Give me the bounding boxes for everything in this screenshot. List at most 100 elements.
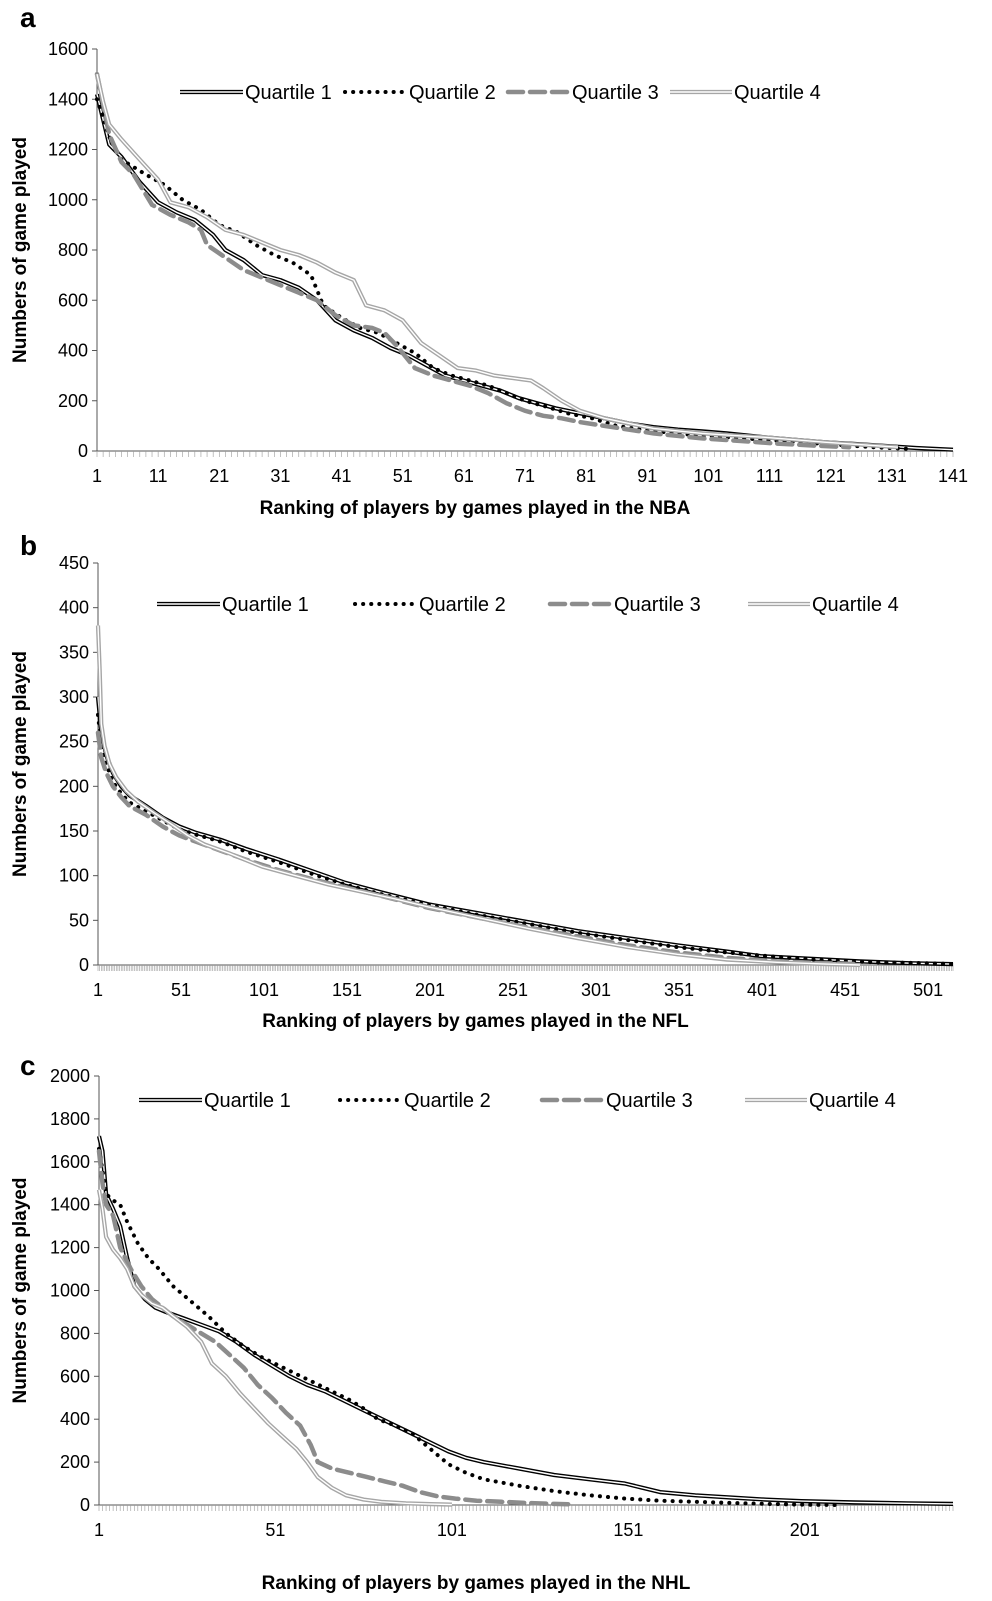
panel-a-legend-label-4: Quartile 4	[734, 82, 821, 104]
panel-c-x-tick-label: 151	[613, 1520, 643, 1540]
panel-b-x-axis-title: Ranking of players by games played in th…	[262, 1011, 689, 1032]
panel-a-x-tick-label: 71	[515, 466, 535, 486]
panel-a-y-tick-label: 800	[58, 240, 88, 260]
panel-c-y-tick-label: 1000	[50, 1281, 90, 1301]
panel-a-x-tick-label: 81	[576, 466, 596, 486]
panel-a-legend-label-1: Quartile 1	[245, 82, 332, 104]
panel-c-x-tick-label: 1	[94, 1520, 104, 1540]
panel-a-x-axis-title: Ranking of players by games played in th…	[260, 498, 691, 519]
panel-b-y-tick-label: 100	[59, 866, 89, 886]
panel-c-series-line-3	[96, 1148, 575, 1507]
panel-b-legend-item-1: Quartile 1	[157, 594, 309, 616]
panel-letter-a: a	[20, 2, 36, 33]
panel-b-x-tick-label: 51	[171, 980, 191, 1000]
panel-a-series-line-4-inner	[96, 73, 899, 448]
panel-c-series-quartile-4	[96, 1189, 452, 1507]
panel-b-series-quartile-4	[95, 625, 861, 968]
panel-b-y-tick-label: 250	[59, 732, 89, 752]
panel-c-y-axis-title: Numbers of game played	[10, 1178, 31, 1404]
panel-letter-c: c	[20, 1050, 36, 1081]
panel-c-series-line-4-outer	[96, 1189, 452, 1507]
panel-c-legend-label-3: Quartile 3	[606, 1090, 693, 1112]
panel-c-y-tick-label: 200	[60, 1452, 90, 1472]
panel-c-y-tick-label: 1200	[50, 1238, 90, 1258]
panel-c-legend-label-2: Quartile 2	[404, 1090, 491, 1112]
panel-a-series-quartile-2	[95, 97, 913, 451]
panel-b-series-quartile-2	[96, 712, 955, 967]
panel-c-series-line-2	[97, 1146, 839, 1507]
panel-b-y-tick-label: 350	[59, 642, 89, 662]
panel-c-x-tick-label: 101	[437, 1520, 467, 1540]
panel-b-x-minor-ticks	[97, 965, 954, 971]
panel-c-x-minor-ticks	[98, 1505, 954, 1511]
panel-c-legend-item-1: Quartile 1	[139, 1090, 291, 1112]
panel-b-legend-label-3: Quartile 3	[614, 594, 701, 616]
panel-b-legend: Quartile 1 Quartile 2 Quartile 3 Quartile 4	[157, 594, 899, 616]
panel-b-y-tick-label: 200	[59, 776, 89, 796]
panel-a-x-tick-label: 121	[816, 466, 846, 486]
panel-c-legend-label-1: Quartile 1	[204, 1090, 291, 1112]
panel-c-series-quartile-3	[96, 1148, 575, 1507]
panel-a-y-tick-label: 600	[58, 290, 88, 310]
panel-a-legend-item-3: Quartile 3	[505, 82, 659, 104]
panel-a-y-tick-label: 1400	[48, 89, 88, 109]
panel-a-x-tick-label: 141	[938, 466, 968, 486]
panel-b-x-tick-label: 201	[415, 980, 445, 1000]
panel-c-legend: Quartile 1 Quartile 2 Quartile 3 Quartile 4	[139, 1090, 896, 1112]
panel-b-y-tick-label: 50	[69, 910, 89, 930]
panel-c-series-line-1-inner	[98, 1135, 954, 1505]
panel-b-legend-label-1: Quartile 1	[222, 594, 309, 616]
panel-a-x-tick-label: 1	[92, 466, 102, 486]
panel-a-series-quartile-1	[94, 93, 954, 452]
panel-b-y-tick-label: 300	[59, 687, 89, 707]
panel-b-legend-item-4: Quartile 4	[748, 594, 899, 616]
panel-c-series-line-1-outer	[96, 1135, 954, 1506]
panel-a-legend-label-3: Quartile 3	[572, 82, 659, 104]
panel-b-x-tick-label: 501	[913, 980, 943, 1000]
panel-letter-b: b	[20, 530, 37, 561]
panel-a-x-minor-ticks	[96, 451, 954, 457]
panel-a-legend: Quartile 1 Quartile 2 Quartile 3 Quartile 4	[180, 82, 821, 104]
panel-a-legend-label-2: Quartile 2	[409, 82, 496, 104]
panel-c-y-tick-label: 0	[80, 1495, 90, 1515]
panel-a-x-tick-label: 111	[756, 466, 783, 486]
panel-c-y-tick-label: 1800	[50, 1109, 90, 1129]
panel-a-series-line-2	[95, 97, 913, 451]
panel-a-y-tick-label: 0	[78, 441, 88, 461]
panel-c-y-tick-label: 400	[60, 1409, 90, 1429]
panel-a-legend-item-1: Quartile 1	[180, 82, 332, 104]
panel-c-x-axis-title: Ranking of players by games played in th…	[262, 1573, 691, 1594]
panel-a-y-tick-label: 1000	[48, 190, 88, 210]
panel-a-y-tick-label: 1600	[48, 39, 88, 59]
panel-b-x-tick-label: 151	[332, 980, 362, 1000]
panel-a-series-line-1-outer	[94, 93, 954, 452]
panel-a-series-quartile-4	[94, 73, 899, 450]
panel-a-x-tick-label: 31	[270, 466, 290, 486]
panel-b-x-tick-label: 251	[498, 980, 528, 1000]
panel-b-x-tick-label: 451	[830, 980, 860, 1000]
panel-c-y-tick-label: 1400	[50, 1195, 90, 1215]
panel-c-series-quartile-1	[96, 1135, 954, 1506]
panel-c-y-tick-label: 1600	[50, 1152, 90, 1172]
panel-c-series-quartile-2	[97, 1146, 839, 1507]
panel-b-legend-item-2: Quartile 2	[353, 594, 506, 616]
panel-b-x-tick-label: 101	[249, 980, 279, 1000]
panel-b-x-tick-label: 401	[747, 980, 777, 1000]
panel-a-x-tick-label: 61	[454, 466, 474, 486]
panel-c-legend-item-3: Quartile 3	[539, 1090, 693, 1112]
panel-b-x-tick-label: 301	[581, 980, 611, 1000]
panel-a-x-tick-label: 51	[393, 466, 413, 486]
panel-a-x-tick-label: 41	[332, 466, 352, 486]
panel-a-x-tick-label: 21	[209, 466, 229, 486]
panel-a-y-axis-title: Numbers of game played	[10, 137, 31, 363]
panel-b-legend-label-4: Quartile 4	[812, 594, 899, 616]
panel-a-y-tick-label: 200	[58, 391, 88, 411]
panel-c-legend-item-2: Quartile 2	[338, 1090, 491, 1112]
panel-a-series-quartile-3	[94, 71, 852, 450]
panel-b-legend-label-2: Quartile 2	[419, 594, 506, 616]
panel-b-y-tick-label: 450	[59, 553, 89, 573]
panel-c-series-line-4-inner	[98, 1189, 452, 1506]
